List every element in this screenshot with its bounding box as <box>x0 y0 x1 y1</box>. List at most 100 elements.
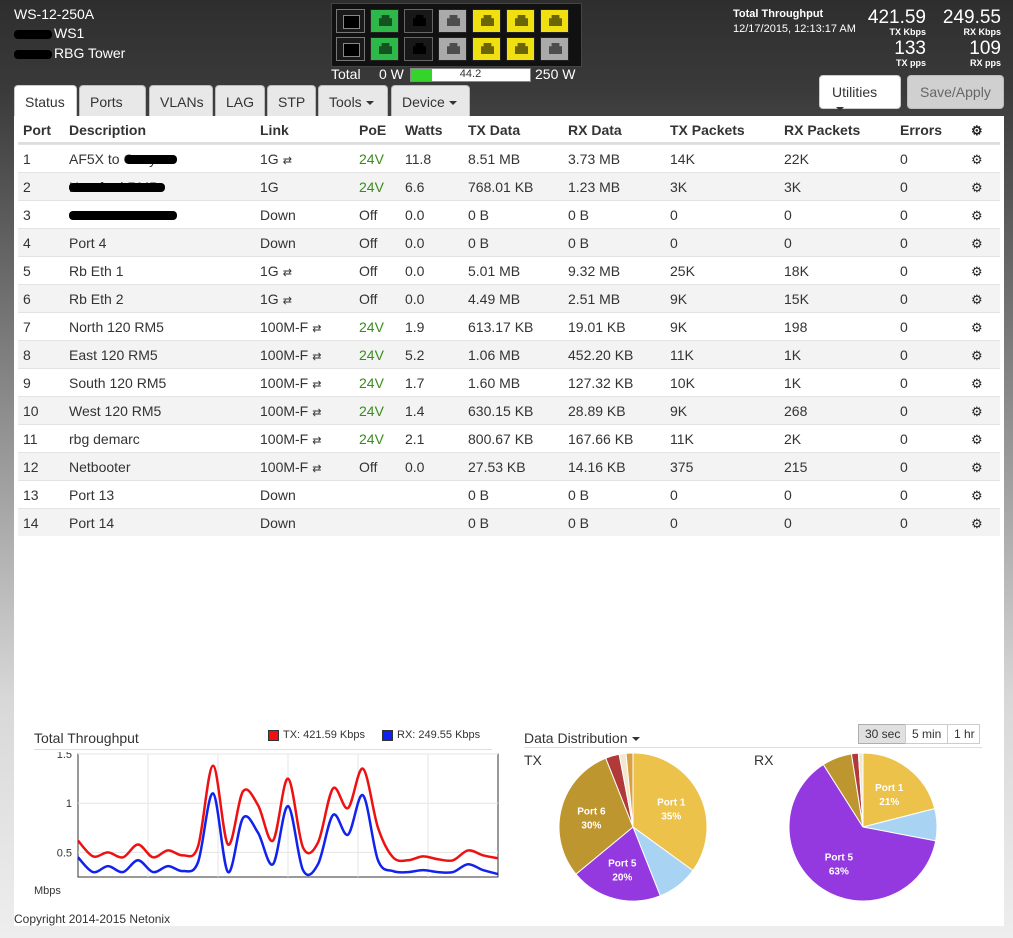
gear-icon[interactable]: ⚙ <box>971 348 983 363</box>
cell-text: 4.49 MB <box>468 291 521 307</box>
utilities-button[interactable]: Utilities <box>819 75 901 112</box>
gear-icon[interactable]: ⚙ <box>971 516 983 531</box>
ethernet-port-icon[interactable] <box>540 37 569 61</box>
cell-text: 24V <box>359 403 384 419</box>
tx-pie-chart: Port 1 35% Port 5 20% Port 6 30% <box>558 752 708 902</box>
cell-description[interactable]: North 120 RM5 <box>69 319 164 335</box>
pie-slice[interactable] <box>862 752 936 828</box>
gear-icon[interactable]: ⚙ <box>971 264 983 279</box>
gear-icon[interactable]: ⚙ <box>971 376 983 391</box>
cell-description[interactable]: rbg demarc <box>69 431 140 447</box>
tab-tools[interactable]: Tools <box>318 85 388 116</box>
cell-description[interactable]: Hereford RM5 <box>69 179 179 195</box>
column-header-tx-data[interactable]: TX Data <box>468 122 521 138</box>
tab-stp[interactable]: STP <box>267 85 316 116</box>
column-header-link[interactable]: Link <box>260 122 289 138</box>
cell-text: 100M-F <box>260 431 309 447</box>
ethernet-port-icon[interactable] <box>404 9 433 33</box>
pie-slice[interactable] <box>788 763 937 902</box>
pie-slice[interactable] <box>575 826 661 902</box>
gear-icon[interactable]: ⚙ <box>971 432 983 447</box>
cell-errors: 0 <box>900 291 908 307</box>
gear-icon[interactable]: ⚙ <box>971 404 983 419</box>
time-30sec-button[interactable]: 30 sec <box>858 724 906 744</box>
cell-text: 9 <box>23 375 31 391</box>
cell-description[interactable]: Port 4 <box>69 235 106 251</box>
tab-device[interactable]: Device <box>391 85 470 116</box>
gear-icon[interactable]: ⚙ <box>971 488 983 503</box>
ethernet-port-icon[interactable] <box>404 37 433 61</box>
gear-icon[interactable]: ⚙ <box>971 320 983 335</box>
gear-icon[interactable]: ⚙ <box>971 152 983 167</box>
rx-pie-label: RX <box>754 752 774 768</box>
site-name-text: WS1 <box>54 25 85 41</box>
time-5min-button[interactable]: 5 min <box>905 724 948 744</box>
column-header-tx-packets[interactable]: TX Packets <box>670 122 745 138</box>
cell-rx-data: 14.16 KB <box>568 459 626 475</box>
column-header-port[interactable]: Port <box>23 122 51 138</box>
table-row: 11 rbg demarc 100M-F ⇄ 24V 2.1 800.67 KB 167.66… <box>18 424 1000 452</box>
ethernet-port-icon[interactable] <box>438 9 467 33</box>
cell-text: 5 <box>23 263 31 279</box>
ethernet-port-icon[interactable] <box>506 9 535 33</box>
cell-text: 1 <box>23 151 31 167</box>
ethernet-port-icon[interactable] <box>506 37 535 61</box>
column-header-errors[interactable]: Errors <box>900 122 943 138</box>
gear-icon[interactable]: ⚙ <box>971 208 983 223</box>
cell-description[interactable]: Rb Eth 1 <box>69 263 123 279</box>
save-apply-button[interactable]: Save/Apply <box>907 75 1004 109</box>
data-distribution-dropdown[interactable]: Data Distribution <box>524 730 640 746</box>
column-header-watts[interactable]: Watts <box>405 122 443 138</box>
column-header-rx-data[interactable]: RX Data <box>568 122 622 138</box>
cell-description[interactable]: South 120 RM5 <box>69 375 166 391</box>
cell-text: Netbooter <box>69 459 131 475</box>
cell-description[interactable]: Rb Eth 2 <box>69 291 123 307</box>
cell-description[interactable]: East 120 RM5 <box>69 347 158 363</box>
gear-icon[interactable]: ⚙ <box>971 123 983 138</box>
cell-description[interactable]: Netbooter <box>69 459 130 475</box>
cell-rx-data: 0 B <box>568 487 589 503</box>
time-1hr-button[interactable]: 1 hr <box>947 724 980 744</box>
ethernet-port-icon[interactable] <box>370 37 399 61</box>
tab-status[interactable]: Status <box>14 85 77 117</box>
cell-description[interactable]: Port 14 <box>69 515 114 531</box>
gear-icon[interactable]: ⚙ <box>971 292 983 307</box>
cell-text: 19.01 KB <box>568 319 626 335</box>
cell-text: 0 B <box>468 515 490 531</box>
gear-icon[interactable]: ⚙ <box>971 236 983 251</box>
cell-text: Port 4 <box>69 235 107 251</box>
cell-watts: 6.6 <box>405 179 424 195</box>
pie-slice[interactable] <box>857 752 864 828</box>
gear-icon[interactable]: ⚙ <box>971 460 983 475</box>
site-location: RBG Tower <box>14 45 125 61</box>
pie-slice[interactable] <box>558 757 634 875</box>
cell-text: 1G <box>260 151 279 167</box>
column-header-rx-packets[interactable]: RX Packets <box>784 122 861 138</box>
cell-description[interactable]: West 120 RM5 <box>69 403 161 419</box>
ethernet-port-icon[interactable] <box>370 9 399 33</box>
ethernet-port-icon[interactable] <box>438 37 467 61</box>
ethernet-port-icon[interactable] <box>540 9 569 33</box>
power-min-label: 0 W <box>379 66 404 82</box>
pie-slice[interactable] <box>632 752 708 872</box>
tab-vlans[interactable]: VLANs <box>149 85 213 116</box>
ethernet-port-icon[interactable] <box>472 37 501 61</box>
cell-text: 452.20 KB <box>568 347 634 363</box>
gear-icon[interactable]: ⚙ <box>971 180 983 195</box>
cell-link: 1G <box>260 179 279 195</box>
column-header-poe[interactable]: PoE <box>359 122 387 138</box>
tab-lag[interactable]: LAG <box>215 85 265 116</box>
cell-description[interactable]: AF5X to Canyon <box>69 151 177 167</box>
cell-description[interactable]: Port 13 <box>69 487 114 503</box>
sfp-port-icon[interactable] <box>336 9 365 33</box>
pie-slice-percent: 20% <box>612 873 632 884</box>
table-body: 1 AF5X to Canyon 1G ⇄ 24V 11.8 8.51 MB 3.73 MB 1… <box>18 144 1000 536</box>
cell-poe: 24V <box>359 151 384 167</box>
tx-kbps-unit: TX Kbps <box>889 27 926 37</box>
sfp-port-icon[interactable] <box>336 37 365 61</box>
ethernet-port-icon[interactable] <box>472 9 501 33</box>
column-header-description[interactable]: Description <box>69 122 147 138</box>
tab-ports[interactable]: Ports <box>79 85 146 116</box>
cell-text: 0 <box>670 515 678 531</box>
pie-slice[interactable] <box>625 752 634 828</box>
